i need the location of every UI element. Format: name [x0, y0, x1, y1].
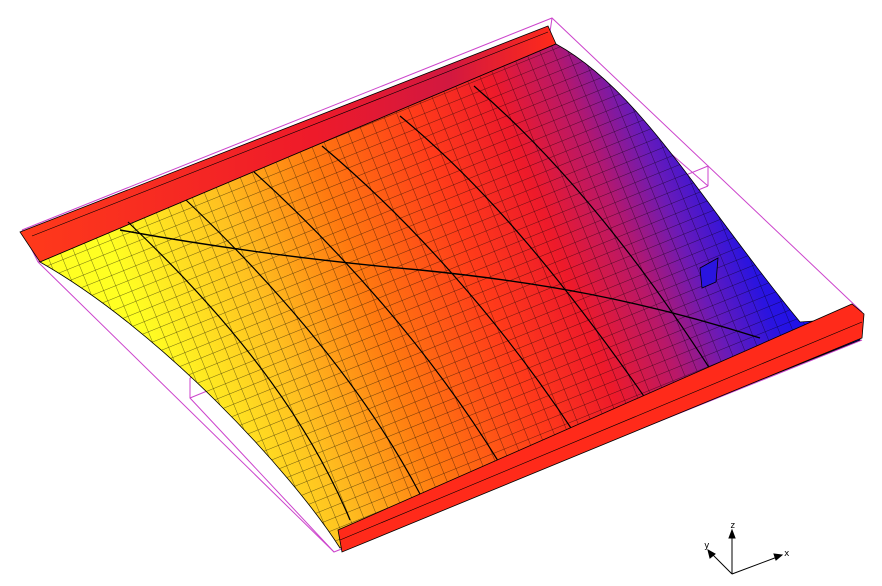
x-axis-line: [731, 555, 781, 575]
z-axis-arrow: [728, 528, 736, 539]
x-axis-label: x: [784, 549, 790, 559]
z-axis-label: z: [730, 521, 735, 531]
stiffener-ribs: [127, 85, 713, 521]
upstand-tab: [699, 257, 719, 289]
y-axis-arrow: [707, 548, 716, 559]
shell-surface: [39, 43, 861, 549]
x-axis-arrow: [773, 553, 784, 561]
front-flange: [337, 303, 865, 553]
y-axis-label: y: [704, 541, 710, 551]
stringer: [119, 229, 761, 339]
coordinate-triad: z x y: [704, 521, 790, 575]
